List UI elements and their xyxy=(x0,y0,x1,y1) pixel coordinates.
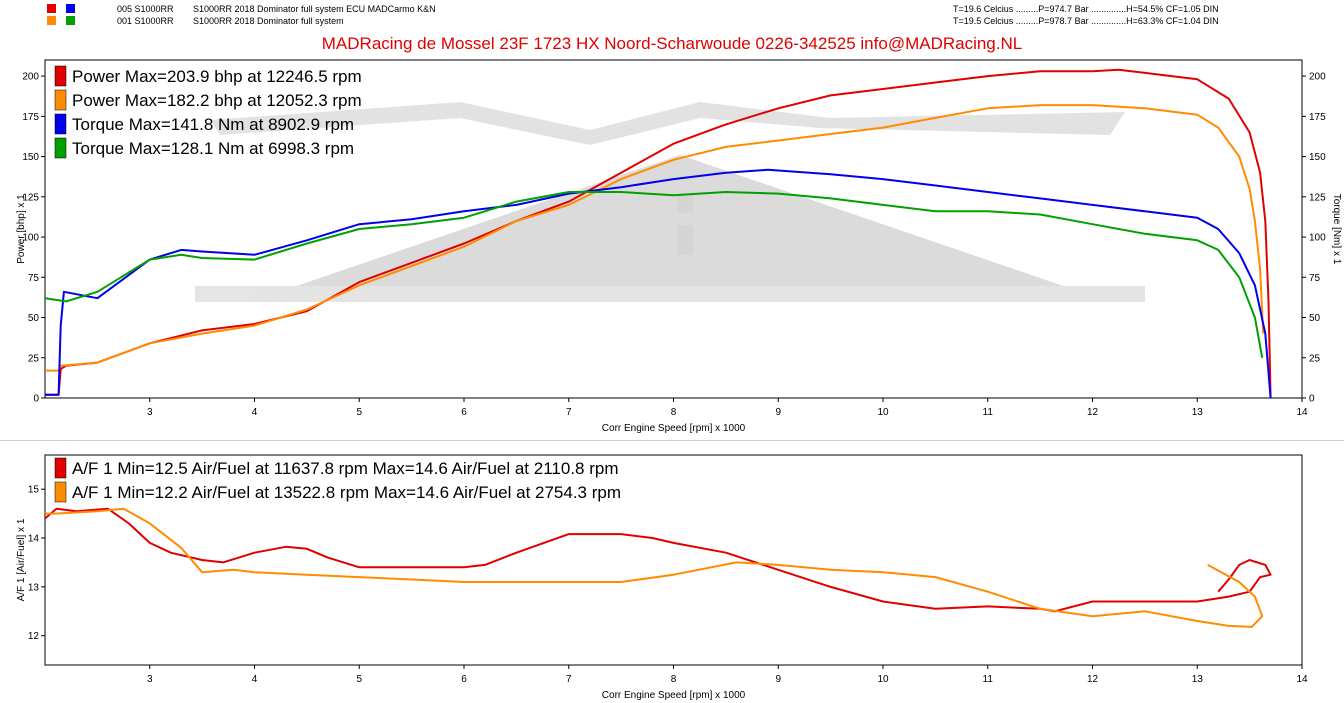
run1-conditions: T=19.6 Celcius .........P=974.7 Bar ....… xyxy=(953,4,1219,14)
series-line-1 xyxy=(44,507,1272,613)
y-axis-label: Power [bhp] x 1 xyxy=(16,194,27,264)
x-tick-label: 6 xyxy=(461,674,467,685)
x-tick-label: 3 xyxy=(147,674,153,685)
y-tick-label: 13 xyxy=(28,582,40,593)
x-tick-label: 7 xyxy=(566,407,572,418)
y-tick-label: 200 xyxy=(22,72,39,83)
x-tick-label: 4 xyxy=(252,674,258,685)
series-line-1 xyxy=(45,68,1272,399)
x-tick-label: 13 xyxy=(1192,674,1204,685)
y-axis-label: A/F 1 [Air/Fuel] x 1 xyxy=(16,518,27,601)
series-line-4 xyxy=(44,191,1264,358)
y-tick-label: 0 xyxy=(33,394,39,405)
y-tick-label: 75 xyxy=(28,273,40,284)
x-tick-label: 8 xyxy=(671,407,677,418)
y-right-tick-label: 175 xyxy=(1309,112,1326,123)
y-right-tick-label: 75 xyxy=(1309,273,1321,284)
x-tick-label: 11 xyxy=(983,407,994,418)
x-tick-label: 7 xyxy=(566,674,572,685)
legend-swatch xyxy=(54,113,67,135)
x-tick-label: 14 xyxy=(1296,674,1308,685)
madracing-watermark xyxy=(195,102,1145,302)
x-tick-label: 9 xyxy=(775,407,781,418)
x-tick-label: 6 xyxy=(461,407,467,418)
run2-id: 001 S1000RR xyxy=(117,16,174,26)
y-tick-label: 12 xyxy=(28,631,40,642)
x-tick-label: 5 xyxy=(356,407,362,418)
x-tick-label: 11 xyxy=(983,674,994,685)
y-tick-label: 100 xyxy=(22,233,39,244)
y-right-tick-label: 150 xyxy=(1309,152,1326,163)
y-tick-label: 25 xyxy=(28,353,40,364)
y-tick-label: 15 xyxy=(28,485,40,496)
y-tick-label: 14 xyxy=(28,534,40,545)
legend-swatch xyxy=(54,89,67,111)
air-fuel-chart: 3 4 5 6 7 8 9 10 11 12 13 14 12 13 14 15 Corr Engine Spe… xyxy=(16,454,1308,701)
y-right-tick-label: 100 xyxy=(1309,233,1326,244)
x-axis-label: Corr Engine Speed [rpm] x 1000 xyxy=(602,690,746,701)
legend-swatch xyxy=(54,481,67,503)
run1-power-color-swatch xyxy=(47,4,56,13)
series-line-2 xyxy=(45,104,1265,372)
y-tick-label: 150 xyxy=(22,152,39,163)
x-tick-label: 4 xyxy=(252,407,258,418)
y-right-axis-label: Torque [Nm] x 1 xyxy=(1331,194,1342,265)
run2-conditions: T=19.5 Celcius .........P=978.7 Bar ....… xyxy=(953,16,1219,26)
x-tick-label: 13 xyxy=(1192,407,1204,418)
y-right-tick-label: 200 xyxy=(1309,72,1326,83)
x-tick-label: 14 xyxy=(1296,407,1308,418)
legend-entry: Power Max=182.2 bhp at 12052.3 rpm xyxy=(72,91,362,110)
legend-swatch xyxy=(54,65,67,87)
x-tick-label: 10 xyxy=(877,407,889,418)
x-tick-label: 3 xyxy=(147,407,153,418)
run1-description: S1000RR 2018 Dominator full system ECU M… xyxy=(193,4,436,14)
legend-entry: Torque Max=141.8 Nm at 8902.9 rpm xyxy=(72,115,354,134)
run2-power-color-swatch xyxy=(47,16,56,25)
x-tick-label: 12 xyxy=(1087,674,1099,685)
series-line-2 xyxy=(45,507,1264,628)
x-tick-label: 10 xyxy=(877,674,889,685)
y-right-tick-label: 0 xyxy=(1309,394,1315,405)
run2-torque-color-swatch xyxy=(66,16,75,25)
y-tick-label: 50 xyxy=(28,313,40,324)
run2-description: S1000RR 2018 Dominator full system xyxy=(193,16,344,26)
legend-swatch xyxy=(54,137,67,159)
legend-entry: Torque Max=128.1 Nm at 6998.3 rpm xyxy=(72,139,354,158)
y-right-tick-label: 125 xyxy=(1309,192,1326,203)
legend-entry: A/F 1 Min=12.2 Air/Fuel at 13522.8 rpm M… xyxy=(72,483,621,502)
x-tick-label: 5 xyxy=(356,674,362,685)
run1-torque-color-swatch xyxy=(66,4,75,13)
y-right-tick-label: 50 xyxy=(1309,313,1321,324)
x-axis-label: Corr Engine Speed [rpm] x 1000 xyxy=(602,423,746,434)
x-tick-label: 8 xyxy=(671,674,677,685)
y-tick-label: 125 xyxy=(22,192,39,203)
x-tick-label: 12 xyxy=(1087,407,1099,418)
run1-id: 005 S1000RR xyxy=(117,4,174,14)
x-tick-label: 9 xyxy=(775,674,781,685)
y-right-tick-label: 25 xyxy=(1309,353,1321,364)
legend-swatch xyxy=(54,457,67,479)
chart-separator xyxy=(0,440,1344,441)
y-tick-label: 175 xyxy=(22,112,39,123)
company-banner: MADRacing de Mossel 23F 1723 HX Noord-Sc… xyxy=(321,34,1023,53)
legend-entry: Power Max=203.9 bhp at 12246.5 rpm xyxy=(72,67,362,86)
legend-entry: A/F 1 Min=12.5 Air/Fuel at 11637.8 rpm M… xyxy=(72,459,619,478)
